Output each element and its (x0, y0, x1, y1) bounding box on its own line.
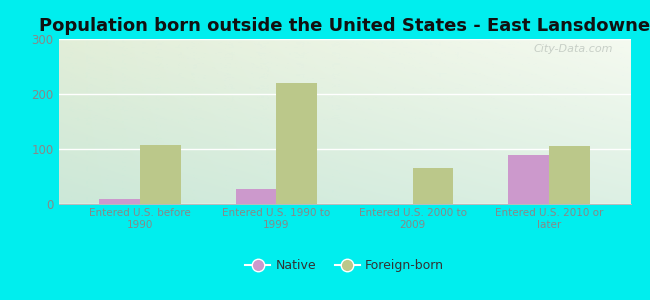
Bar (508, 154, 549, 204)
Bar (549, 146, 590, 204)
Bar (413, 168, 454, 204)
Bar (276, 83, 317, 204)
Bar (99, 199, 140, 204)
Title: Population born outside the United States - East Lansdowne: Population born outside the United State… (39, 17, 650, 35)
Text: City-Data.com: City-Data.com (534, 44, 614, 54)
Bar (140, 145, 181, 204)
Legend: Native, Foreign-born: Native, Foreign-born (240, 254, 448, 277)
Bar (235, 189, 276, 204)
